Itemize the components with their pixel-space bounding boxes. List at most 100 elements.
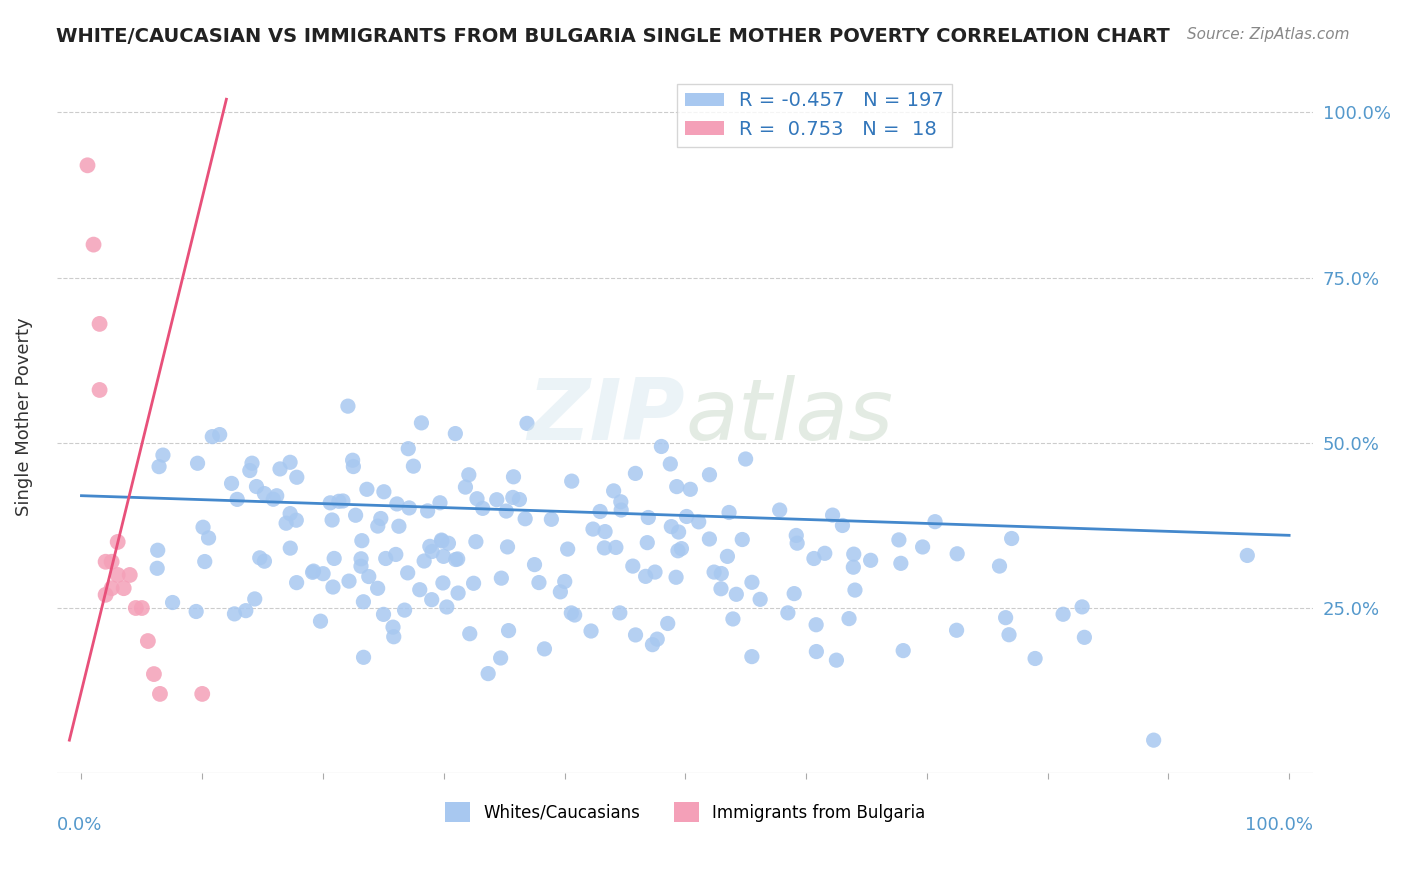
Point [208, 427, 231, 442]
Point [842, 547, 865, 561]
Point [540, 512, 562, 526]
Point [803, 551, 825, 566]
Point [890, 557, 912, 571]
Point [1024, 651, 1046, 665]
Point [278, 541, 301, 556]
Point [641, 638, 664, 652]
Point [274, 516, 297, 531]
Point [419, 540, 441, 554]
Point [240, 456, 263, 470]
Point [447, 586, 470, 600]
Point [350, 551, 373, 566]
Y-axis label: Single Mother Poverty: Single Mother Poverty [15, 317, 32, 516]
Point [235, 604, 257, 618]
Point [786, 536, 808, 550]
Point [221, 476, 243, 491]
Point [94, 588, 117, 602]
Point [278, 507, 301, 521]
Point [420, 592, 443, 607]
Point [302, 564, 325, 578]
Point [136, 634, 159, 648]
Point [561, 474, 583, 488]
Point [1071, 599, 1094, 614]
Point [988, 559, 1011, 574]
Point [301, 566, 323, 580]
Point [367, 582, 389, 596]
Point [998, 628, 1021, 642]
Point [396, 442, 419, 456]
Point [266, 489, 288, 503]
Point [76, 158, 98, 172]
Point [436, 599, 458, 614]
Point [741, 575, 763, 590]
Point [821, 508, 844, 522]
Point [278, 455, 301, 469]
Point [721, 612, 744, 626]
Text: 0.0%: 0.0% [58, 816, 103, 834]
Point [741, 649, 763, 664]
Point [191, 520, 214, 534]
Point [226, 492, 249, 507]
Point [457, 467, 479, 482]
Point [149, 687, 172, 701]
Point [564, 607, 586, 622]
Point [239, 464, 262, 478]
Point [430, 533, 453, 547]
Point [337, 574, 360, 588]
Point [659, 457, 682, 471]
Point [637, 510, 659, 524]
Point [491, 571, 513, 585]
Point [319, 496, 342, 510]
Point [679, 483, 702, 497]
Point [665, 480, 688, 494]
Point [245, 479, 267, 493]
Point [776, 606, 799, 620]
Point [201, 429, 224, 443]
Point [148, 459, 170, 474]
Point [911, 540, 934, 554]
Point [1001, 532, 1024, 546]
Point [924, 515, 946, 529]
Point [146, 543, 169, 558]
Text: WHITE/CAUCASIAN VS IMMIGRANTS FROM BULGARIA SINGLE MOTHER POVERTY CORRELATION CH: WHITE/CAUCASIAN VS IMMIGRANTS FROM BULGA… [56, 27, 1170, 45]
Point [657, 616, 679, 631]
Point [557, 542, 579, 557]
Point [624, 628, 647, 642]
Point [187, 456, 209, 470]
Legend: Whites/Caucasians, Immigrants from Bulgaria: Whites/Caucasians, Immigrants from Bulga… [439, 796, 932, 829]
Point [429, 496, 451, 510]
Text: Source: ZipAtlas.com: Source: ZipAtlas.com [1187, 27, 1350, 42]
Point [527, 575, 550, 590]
Point [100, 555, 122, 569]
Point [269, 462, 291, 476]
Point [454, 480, 477, 494]
Point [191, 687, 214, 701]
Point [342, 453, 364, 467]
Point [887, 533, 910, 547]
Point [554, 574, 576, 589]
Point [710, 582, 733, 596]
Point [1143, 733, 1166, 747]
Point [323, 551, 346, 566]
Point [142, 667, 165, 681]
Point [285, 470, 308, 484]
Point [945, 624, 967, 638]
Point [444, 426, 467, 441]
Point [666, 543, 689, 558]
Point [146, 561, 169, 575]
Point [465, 491, 488, 506]
Point [804, 617, 827, 632]
Point [398, 500, 420, 515]
Point [367, 519, 389, 533]
Point [463, 576, 485, 591]
Point [582, 522, 605, 536]
Point [671, 541, 693, 556]
Point [94, 555, 117, 569]
Point [352, 595, 374, 609]
Point [859, 553, 882, 567]
Point [844, 583, 866, 598]
Point [508, 492, 530, 507]
Point [118, 568, 141, 582]
Text: 100.0%: 100.0% [1246, 816, 1313, 834]
Point [734, 452, 756, 467]
